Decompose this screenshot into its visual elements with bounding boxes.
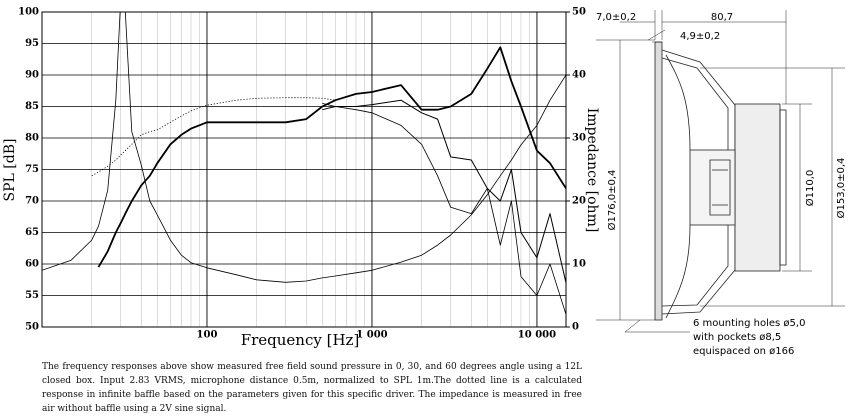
y-tick-label: 90 <box>25 70 39 81</box>
dim-label: 4,9±0,2 <box>680 31 720 42</box>
x-tick-label: 100 <box>197 330 218 341</box>
y-tick-label: 75 <box>25 164 39 175</box>
y-tick-label: 50 <box>25 322 39 333</box>
dim-label: Ø110,0 <box>804 170 816 207</box>
dim-label: Ø153,0±0,4 <box>835 158 847 219</box>
driver-drawing: 7,0±0,2 80,7 4,9±0,2 Ø176,0±0,4 Ø110,0 Ø… <box>596 10 847 357</box>
y-tick-label: 70 <box>25 196 39 207</box>
y-tick-label: 65 <box>25 227 39 238</box>
y-axis-label: SPL [dB] <box>2 139 18 202</box>
y2-tick-label: 50 <box>572 7 586 18</box>
y-tick-label: 60 <box>25 259 39 270</box>
x-axis-label: Frequency [Hz] <box>241 331 360 349</box>
spl-line <box>97 46 566 268</box>
spl-line <box>322 103 566 315</box>
spl-line <box>91 97 336 177</box>
y-tick-label: 95 <box>25 38 39 49</box>
note-line: equispaced on ø166 <box>693 346 794 357</box>
spl-line <box>322 99 566 284</box>
y2-tick-label: 20 <box>572 196 586 207</box>
dim-label: Ø176,0±0,4 <box>606 170 618 231</box>
y2-tick-label: 10 <box>572 259 586 270</box>
y2-tick-label: 40 <box>572 70 586 81</box>
y-tick-label: 80 <box>25 133 39 144</box>
y-tick-label: 85 <box>25 101 39 112</box>
note-line: with pockets ø8,5 <box>693 332 781 343</box>
y-tick-label: 100 <box>18 7 39 18</box>
x-tick-label: 10 000 <box>518 330 556 341</box>
y-tick-label: 55 <box>25 290 39 301</box>
impedance-line <box>42 12 566 283</box>
dim-label: 7,0±0,2 <box>596 12 636 23</box>
caption: The frequency responses above show measu… <box>42 362 582 414</box>
y2-tick-label: 30 <box>572 133 586 144</box>
y2-axis-label: Impedance [ohm] <box>584 108 600 233</box>
plot-frame <box>41 11 567 328</box>
x-tick-label: 1 000 <box>356 330 387 341</box>
y2-tick-label: 0 <box>572 322 579 333</box>
note-line: 6 mounting holes ø5,0 <box>693 318 805 329</box>
dim-label: 80,7 <box>711 12 733 23</box>
